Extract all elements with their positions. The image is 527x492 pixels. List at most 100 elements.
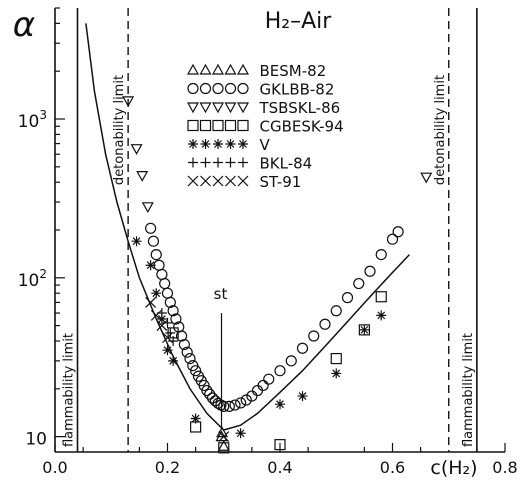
marker-cross: [150, 309, 162, 321]
x-tick-label: 0.8: [492, 458, 517, 477]
marker-asterisk: [151, 288, 162, 299]
marker-triangle-up: [199, 63, 212, 75]
marker-asterisk: [145, 260, 156, 271]
marker-triangle-down: [236, 102, 250, 114]
marker-square: [212, 119, 224, 132]
marker-circle: [187, 82, 199, 95]
marker-cross: [212, 175, 224, 187]
marker-triangle-down: [199, 102, 212, 114]
marker-square: [199, 119, 212, 132]
legend-label: TSBSKL-86: [259, 99, 341, 117]
marker-circle: [263, 373, 275, 385]
marker-square: [237, 119, 249, 132]
legend-label: BESM-82: [260, 62, 327, 80]
marker-asterisk: [275, 399, 285, 410]
x-tick-label: 0.2: [155, 458, 180, 477]
marker-asterisk: [235, 428, 246, 439]
marker-cross: [200, 175, 211, 187]
marker-circle: [212, 82, 224, 95]
marker-circle: [147, 235, 160, 247]
marker-circle: [167, 305, 179, 317]
marker-cross: [156, 320, 168, 332]
marker-square: [218, 442, 230, 454]
legend-label: GKLBB-82: [260, 81, 335, 99]
marker-circle: [218, 400, 230, 412]
marker-asterisk: [168, 355, 179, 366]
marker-triangle-down: [122, 96, 135, 108]
marker-triangle-up: [211, 63, 225, 75]
marker-asterisk: [213, 139, 223, 149]
marker-cross: [162, 332, 173, 344]
marker-asterisk: [188, 139, 198, 149]
marker-circle: [375, 248, 387, 261]
marker-cross: [218, 431, 230, 443]
marker-asterisk: [225, 139, 236, 149]
marker-plus: [225, 157, 236, 168]
marker-circle: [209, 395, 221, 407]
marker-circle: [223, 400, 235, 412]
marker-circle: [161, 287, 174, 299]
marker-triangle-down: [141, 202, 154, 214]
marker-circle: [274, 365, 286, 377]
marker-triangle-down: [224, 102, 237, 114]
y-axis-label: α: [13, 5, 35, 45]
marker-asterisk: [162, 345, 173, 356]
fit-curve: [85, 23, 410, 431]
marker-circle: [190, 365, 202, 377]
marker-circle: [341, 292, 354, 304]
chart-title: H₂–Air: [265, 9, 333, 34]
legend-label: ST-91: [260, 173, 302, 191]
marker-circle: [308, 330, 320, 342]
legend-label: CGBESK-94: [260, 118, 344, 136]
legend-label: BKL-84: [260, 155, 313, 173]
marker-asterisk: [359, 324, 370, 335]
marker-circle: [235, 397, 247, 409]
marker-asterisk: [297, 391, 308, 402]
marker-circle: [240, 394, 252, 406]
marker-circle: [257, 379, 269, 392]
x-tick-label: 0.4: [267, 458, 292, 477]
marker-circle: [170, 313, 182, 325]
marker-asterisk: [238, 139, 248, 149]
marker-plus: [165, 327, 176, 338]
marker-square: [375, 291, 387, 303]
x-tick-label: 0.0: [42, 458, 67, 477]
marker-circle: [159, 277, 171, 290]
marker-plus: [188, 157, 198, 168]
marker-circle: [285, 355, 297, 367]
marker-circle: [145, 222, 157, 234]
marker-plus: [200, 157, 211, 168]
marker-circle: [199, 82, 212, 95]
limit-label: flammability limit: [62, 333, 77, 447]
marker-circle: [181, 346, 193, 358]
marker-circle: [201, 384, 213, 397]
reference-lines: flammability limit flammability limit deto…: [62, 8, 478, 452]
y-tick-label: 102: [18, 267, 47, 291]
marker-plus: [238, 157, 248, 168]
marker-asterisk: [376, 310, 387, 321]
marker-triangle-up: [224, 63, 237, 75]
marker-triangle-down: [211, 102, 225, 114]
marker-circle: [150, 248, 162, 261]
marker-circle: [386, 233, 399, 245]
marker-triangle-up: [186, 63, 200, 75]
legend: BESM-82GKLBB-82TSBSKL-86CGBESK-94VBKL-84…: [186, 62, 344, 191]
limit-label: detonability limit: [112, 75, 127, 185]
marker-plus: [213, 157, 223, 168]
marker-asterisk: [200, 139, 211, 149]
marker-circle: [224, 82, 237, 95]
data-points: [122, 96, 433, 454]
marker-square: [224, 119, 237, 132]
marker-circle: [164, 296, 176, 309]
marker-circle: [178, 338, 190, 351]
marker-triangle-down: [136, 171, 149, 182]
marker-square: [274, 439, 286, 451]
marker-circle: [392, 226, 404, 238]
x-axis-label: c(H₂): [430, 457, 477, 479]
marker-circle: [296, 342, 309, 354]
st-label: st: [214, 285, 228, 303]
x-tick-label: 0.6: [380, 458, 405, 477]
marker-cross: [145, 296, 157, 308]
marker-circle: [237, 82, 249, 95]
marker-circle: [229, 399, 241, 411]
